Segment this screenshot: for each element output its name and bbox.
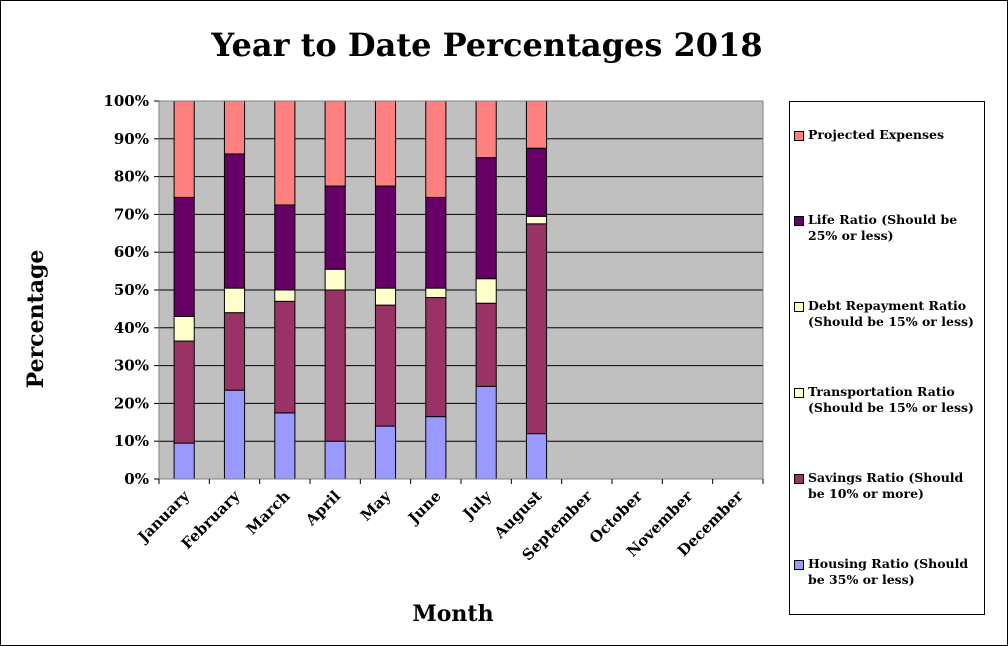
bar-january-series-5 — [173, 100, 195, 198]
bar-may-series-0 — [374, 425, 397, 480]
bar-june-series-2 — [425, 287, 447, 299]
bar-march-series-1 — [274, 300, 296, 414]
bar-january-series-2 — [173, 315, 195, 342]
bar-august-series-1 — [525, 223, 548, 435]
x-tick-label-april: April — [301, 487, 344, 530]
bar-march-series-5 — [274, 100, 296, 206]
legend-item: Housing Ratio (Should be 35% or less) — [794, 556, 980, 588]
y-tick-label: 10% — [114, 432, 149, 450]
legend-label: Life Ratio (Should be 25% or less) — [808, 212, 958, 243]
bar-july-series-2 — [475, 278, 497, 304]
legend-swatch — [794, 131, 804, 141]
bar-february-series-0 — [223, 389, 246, 480]
legend-item: Life Ratio (Should be 25% or less) — [794, 212, 980, 244]
bar-june-series-5 — [425, 100, 447, 198]
x-tick-label-june: June — [403, 487, 444, 528]
chart-title: Year to Date Percentages 2018 — [210, 26, 762, 64]
bar-february-series-4 — [223, 153, 246, 289]
legend-item: Transportation Ratio (Should be 15% or l… — [794, 384, 980, 416]
y-tick-label: 60% — [114, 243, 149, 261]
bar-may-series-2 — [374, 287, 397, 306]
bar-august-series-2 — [525, 215, 548, 225]
y-tick-label: 90% — [114, 130, 149, 148]
bar-march-series-4 — [274, 204, 296, 291]
legend-item: Debt Repayment Ratio (Should be 15% or l… — [794, 298, 980, 330]
legend-label: Debt Repayment Ratio (Should be 15% or l… — [808, 298, 974, 329]
legend-item: Projected Expenses — [794, 127, 980, 143]
legend-swatch — [794, 216, 804, 226]
bar-august-series-4 — [525, 147, 548, 217]
bar-april-series-1 — [324, 289, 346, 442]
bar-january-series-0 — [173, 442, 195, 480]
plot-area: 0%10%20%30%40%50%60%70%80%90%100%January… — [103, 92, 764, 564]
y-tick-label: 100% — [103, 92, 149, 110]
y-tick-label: 50% — [114, 281, 149, 299]
bar-april-series-4 — [324, 185, 346, 270]
y-tick-label: 80% — [114, 168, 149, 186]
y-tick-label: 0% — [124, 470, 149, 488]
legend-swatch — [794, 474, 804, 484]
bar-july-series-0 — [475, 385, 497, 480]
bar-april-series-2 — [324, 268, 346, 291]
bar-january-series-4 — [173, 196, 195, 317]
bar-june-series-0 — [425, 416, 447, 480]
bar-august-series-5 — [525, 100, 548, 149]
legend-swatch — [794, 388, 804, 398]
bar-june-series-1 — [425, 297, 447, 418]
bar-march-series-0 — [274, 412, 296, 480]
y-tick-label: 20% — [114, 394, 149, 412]
bar-may-series-4 — [374, 185, 397, 289]
y-axis-title: Percentage — [23, 250, 49, 389]
bar-february-series-2 — [223, 287, 246, 314]
bar-may-series-5 — [374, 100, 397, 187]
legend-label: Transportation Ratio (Should be 15% or l… — [808, 384, 974, 415]
bar-january-series-1 — [173, 340, 195, 444]
bar-may-series-1 — [374, 304, 397, 427]
y-tick-label: 30% — [114, 357, 149, 375]
legend-label: Projected Expenses — [808, 127, 945, 142]
bar-july-series-4 — [475, 157, 497, 280]
legend-swatch — [794, 560, 804, 570]
bar-april-series-5 — [324, 100, 346, 187]
legend: Projected Expenses Life Ratio (Should be … — [789, 101, 985, 615]
x-tick-label-march: March — [243, 487, 294, 538]
legend-swatch — [794, 302, 804, 312]
legend-label: Savings Ratio (Should be 10% or more) — [808, 470, 964, 501]
bar-april-series-0 — [324, 440, 346, 480]
legend-label: Housing Ratio (Should be 35% or less) — [808, 556, 969, 587]
y-tick-label: 40% — [114, 319, 149, 337]
x-tick-label-july: July — [458, 486, 496, 524]
x-tick-label-may: May — [357, 486, 395, 524]
legend-item: Savings Ratio (Should be 10% or more) — [794, 470, 980, 502]
bar-march-series-2 — [274, 289, 296, 302]
bar-june-series-4 — [425, 196, 447, 289]
x-axis-title: Month — [412, 601, 493, 627]
bar-february-series-1 — [223, 312, 246, 391]
bar-february-series-5 — [223, 100, 246, 155]
bar-july-series-5 — [475, 100, 497, 159]
y-tick-label: 70% — [114, 205, 149, 223]
bar-july-series-1 — [475, 302, 497, 387]
bar-august-series-0 — [525, 433, 548, 480]
